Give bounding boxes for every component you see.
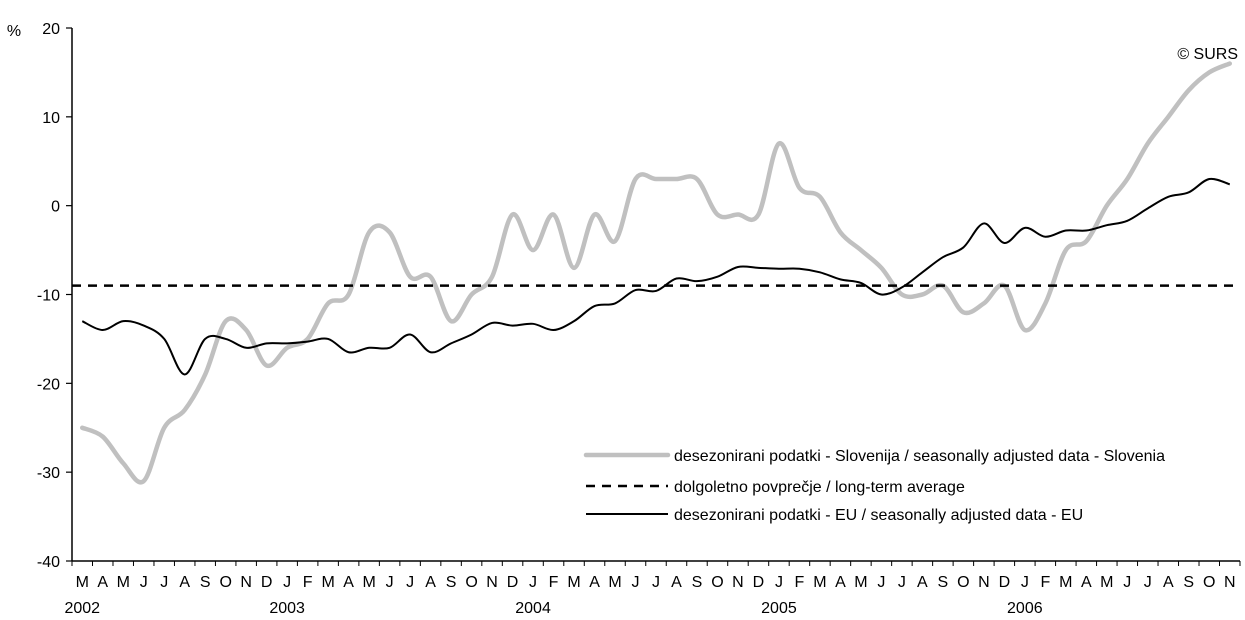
series-line-3 <box>81 177 1231 376</box>
x-tick-label: A <box>97 574 108 591</box>
x-tick-label: A <box>1081 574 1092 591</box>
x-tick-label: J <box>1123 574 1131 591</box>
x-tick-label: J <box>283 574 291 591</box>
x-tick-label: M <box>76 574 89 591</box>
x-tick-label: M <box>608 574 621 591</box>
copyright-label: © SURS <box>1177 46 1238 63</box>
x-tick-label: J <box>160 574 168 591</box>
x-tick-label: J <box>406 574 414 591</box>
x-tick-label: A <box>425 574 436 591</box>
x-tick-label: F <box>303 574 313 591</box>
x-tick-label: A <box>343 574 354 591</box>
legend-label-1: desezonirani podatki - Slovenija / seaso… <box>674 448 1165 465</box>
x-tick-label: J <box>1144 574 1152 591</box>
x-year-label: 2004 <box>515 600 551 617</box>
x-year-label: 2005 <box>761 600 797 617</box>
x-tick-label: O <box>465 574 477 591</box>
y-tick-label: 20 <box>42 21 60 38</box>
x-tick-label: J <box>529 574 537 591</box>
x-tick-label: M <box>813 574 826 591</box>
x-year-label: 2002 <box>64 600 100 617</box>
x-tick-label: J <box>877 574 885 591</box>
series-layer <box>72 61 1240 485</box>
x-tick-label: N <box>240 574 252 591</box>
x-tick-label: S <box>938 574 949 591</box>
x-tick-label: M <box>321 574 334 591</box>
x-tick-label: A <box>179 574 190 591</box>
y-tick-label: -40 <box>37 554 60 571</box>
x-tick-label: O <box>219 574 231 591</box>
legend: desezonirani podatki - Slovenija / seaso… <box>583 448 1165 524</box>
x-tick-label: S <box>1183 574 1194 591</box>
x-tick-label: M <box>362 574 375 591</box>
x-tick-label: J <box>775 574 783 591</box>
x-tick-label: M <box>854 574 867 591</box>
x-tick-label: S <box>692 574 703 591</box>
x-tick-label: N <box>1224 574 1236 591</box>
x-tick-label: J <box>652 574 660 591</box>
x-tick-label: J <box>1021 574 1029 591</box>
y-tick-label: -10 <box>37 288 60 305</box>
x-tick-label: S <box>446 574 457 591</box>
x-tick-label: O <box>957 574 969 591</box>
x-tick-label: A <box>671 574 682 591</box>
y-tick-label: 0 <box>51 199 60 216</box>
legend-label-2: dolgoletno povprečje / long-term average <box>674 479 965 496</box>
x-tick-label: M <box>1100 574 1113 591</box>
x-tick-label: O <box>1203 574 1215 591</box>
x-tick-label: M <box>567 574 580 591</box>
x-tick-label: D <box>261 574 273 591</box>
x-tick-label: F <box>795 574 805 591</box>
x-tick-label: N <box>732 574 744 591</box>
x-tick-label: F <box>1040 574 1050 591</box>
x-tick-label: D <box>999 574 1011 591</box>
x-tick-label: A <box>835 574 846 591</box>
x-tick-label: F <box>549 574 559 591</box>
x-tick-label: A <box>589 574 600 591</box>
x-tick-label: D <box>753 574 765 591</box>
x-tick-label: A <box>917 574 928 591</box>
x-tick-label: J <box>632 574 640 591</box>
x-tick-label: M <box>117 574 130 591</box>
y-tick-label: -20 <box>37 376 60 393</box>
y-unit-label: % <box>7 23 21 40</box>
x-year-label: 2006 <box>1007 600 1043 617</box>
y-tick-label: -30 <box>37 465 60 482</box>
x-tick-label: D <box>507 574 519 591</box>
x-tick-label: J <box>386 574 394 591</box>
x-tick-label: J <box>140 574 148 591</box>
series-line-1 <box>79 61 1232 485</box>
x-tick-label: A <box>1163 574 1174 591</box>
legend-label-3: desezonirani podatki - EU / seasonally a… <box>674 507 1083 524</box>
x-tick-label: S <box>200 574 211 591</box>
x-tick-label: J <box>898 574 906 591</box>
x-tick-label: O <box>711 574 723 591</box>
x-year-label: 2003 <box>269 600 305 617</box>
x-tick-label: N <box>978 574 990 591</box>
x-tick-label: M <box>1059 574 1072 591</box>
y-tick-label: 10 <box>42 110 60 127</box>
x-tick-label: N <box>486 574 498 591</box>
